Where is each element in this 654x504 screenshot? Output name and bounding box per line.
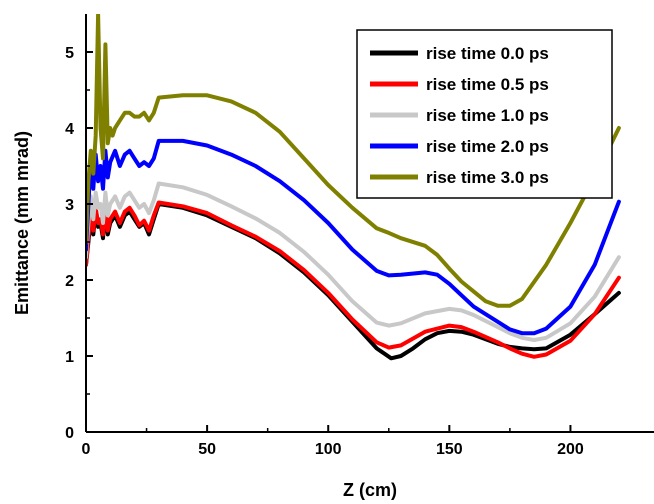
legend-label: rise time 0.5 ps (426, 75, 549, 94)
x-tick-label: 200 (557, 441, 584, 458)
x-axis-title: Z (cm) (343, 480, 397, 500)
y-tick-label: 0 (65, 425, 74, 442)
x-tick-label: 150 (436, 441, 463, 458)
legend-label: rise time 2.0 ps (426, 137, 549, 156)
y-tick-label: 2 (65, 273, 74, 290)
x-axis-ticks: 0 50 100 150 200 (82, 425, 584, 458)
x-tick-label: 0 (82, 441, 91, 458)
series-line-3 (86, 181, 621, 342)
y-axis-title: Emittance (mm mrad) (12, 131, 32, 315)
x-tick-label: 50 (198, 441, 216, 458)
y-tick-label: 5 (65, 45, 74, 62)
legend-label: rise time 3.0 ps (426, 168, 549, 187)
legend-label: rise time 0.0 ps (426, 44, 549, 63)
y-tick-label: 3 (65, 197, 74, 214)
series-line-2 (86, 200, 621, 359)
x-tick-label: 100 (315, 441, 342, 458)
legend: rise time 0.0 ps rise time 0.5 ps rise tim… (356, 29, 613, 199)
y-axis-ticks: 0 1 2 3 4 5 (65, 45, 93, 442)
series-lines (86, 14, 621, 361)
y-tick-label: 1 (65, 349, 74, 366)
series-line-5 (86, 14, 621, 308)
legend-label: rise time 1.0 ps (426, 106, 549, 125)
y-tick-label: 4 (65, 121, 74, 138)
series-line-4 (86, 138, 621, 336)
